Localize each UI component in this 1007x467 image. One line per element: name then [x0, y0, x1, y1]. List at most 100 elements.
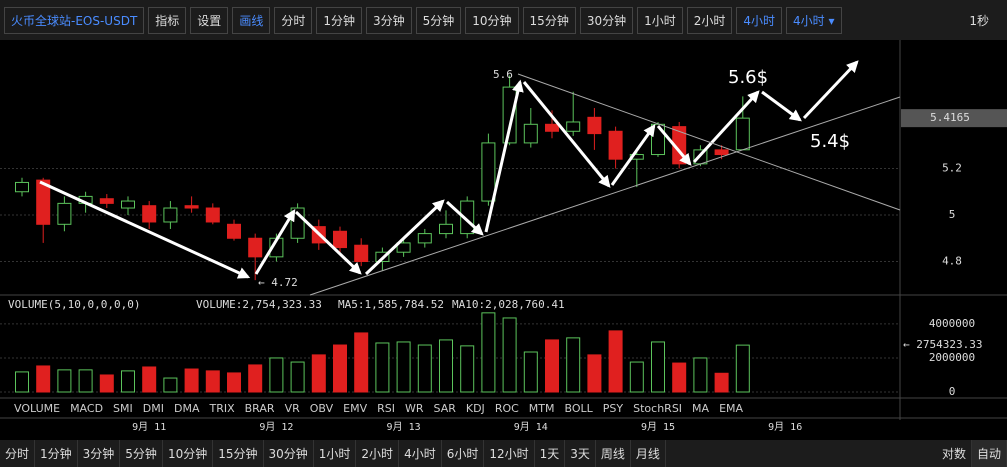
candle-body: [735, 117, 750, 151]
candle-body: [481, 142, 496, 202]
indicator-tab[interactable]: BOLL: [564, 401, 593, 415]
annotation: ← 4.72: [258, 276, 298, 289]
volume-bar: [311, 354, 326, 393]
period-tab[interactable]: 1分钟: [316, 6, 362, 34]
indicator-tab[interactable]: KDJ: [465, 401, 485, 415]
volume-bar: [333, 344, 347, 393]
period-tab[interactable]: 2小时: [356, 440, 400, 467]
period-tab[interactable]: 10分钟: [465, 6, 519, 34]
volume-bar: [290, 361, 305, 393]
volume-header: MA10:2,028,760.41: [452, 298, 565, 311]
period-tab[interactable]: 1小时: [637, 6, 683, 34]
candle-body: [714, 149, 729, 156]
volume-bar: [735, 344, 750, 393]
period-tab[interactable]: 分时: [274, 6, 313, 34]
volume-bar: [672, 362, 687, 393]
candle-body: [417, 233, 432, 244]
x-tick-label: 9月 12: [259, 421, 293, 433]
period-tab[interactable]: 6小时: [442, 440, 485, 467]
drawings: [39, 60, 859, 279]
volume-bar: [78, 369, 93, 393]
indicator-tab[interactable]: PSY: [602, 401, 624, 415]
period-tab[interactable]: 12小时: [484, 440, 535, 467]
indicator-tab[interactable]: MACD: [70, 401, 104, 415]
period-tab[interactable]: 4小时 ▾: [786, 6, 842, 34]
indicator-tab[interactable]: VOLUME: [14, 401, 61, 415]
period-tab[interactable]: 分时: [0, 440, 36, 467]
toolbar: 火币全球站-EOS-USDT 指标 设置 画线 分时 1分钟 3分钟 5分钟 10分钟 15分钟 3…: [0, 0, 1007, 40]
candle-body: [15, 181, 29, 193]
tool-button[interactable]: 设置: [190, 6, 229, 34]
volume-bar: [629, 361, 644, 393]
period-tab[interactable]: 3分钟: [365, 6, 412, 34]
indicator-tab[interactable]: BRAR: [244, 401, 275, 415]
period-tab[interactable]: 4小时: [399, 440, 442, 467]
period-tab[interactable]: 15分钟: [522, 6, 576, 34]
indicator-tab[interactable]: MTM: [528, 401, 555, 415]
period-tab[interactable]: 月线: [631, 440, 666, 467]
trend-line: [309, 96, 901, 296]
indicator-tab[interactable]: DMA: [173, 401, 200, 415]
volume-tick-label: 4000000: [929, 317, 975, 330]
period-tab[interactable]: 30分钟: [579, 6, 634, 34]
scale-option[interactable]: 自动: [971, 440, 1007, 467]
volume-bar: [142, 366, 157, 393]
symbol[interactable]: 火币全球站-EOS-USDT: [4, 6, 145, 34]
volume-header: MA5:1,585,784.52: [338, 298, 444, 311]
indicator-tab[interactable]: DMI: [142, 401, 164, 415]
candle-body: [587, 116, 602, 135]
indicator-tabs: VOLUME MACD SMI DMI DMA TRIX BRAR VR OBV EMV RSI WR…: [0, 399, 900, 417]
volume-bar: [163, 377, 178, 393]
bottom-bar: 分时 1分钟 3分钟 5分钟 10分钟 15分钟 30分钟 1小时 2小时 4小时 6小时 12小时 1…: [0, 440, 1007, 467]
candle-body: [608, 130, 623, 160]
indicator-tab[interactable]: RSI: [377, 401, 395, 415]
volume-bar: [15, 371, 29, 393]
period-tab[interactable]: 5分钟: [415, 6, 462, 34]
indicator-tab[interactable]: TRIX: [209, 401, 235, 415]
period-tab[interactable]: 1分钟: [35, 440, 78, 467]
tool-button[interactable]: 指标: [148, 6, 187, 34]
indicator-tab[interactable]: EMA: [719, 401, 744, 415]
speed[interactable]: 1秒: [969, 13, 989, 28]
period-tab[interactable]: 1天: [535, 440, 566, 467]
volume-bar: [693, 357, 708, 393]
candle-body: [439, 223, 453, 235]
scale-option[interactable]: 对数: [937, 440, 972, 467]
indicator-tab[interactable]: OBV: [309, 401, 334, 415]
indicator-tab[interactable]: StochRSI: [633, 401, 683, 415]
indicator-tab[interactable]: SMI: [113, 401, 133, 415]
candle-body: [121, 200, 135, 209]
indicator-tab[interactable]: MA: [692, 401, 710, 415]
indicator-tab[interactable]: WR: [404, 401, 424, 415]
period-tab[interactable]: 3分钟: [78, 440, 121, 467]
volume-bar: [439, 339, 453, 393]
candle-body: [502, 86, 517, 144]
candle-body: [163, 207, 178, 223]
volume-tick-label: 2000000: [929, 351, 975, 364]
indicator-tab[interactable]: VR: [284, 401, 300, 415]
volume-header: VOLUME(5,10,0,0,0,0): [8, 298, 140, 311]
period-tab[interactable]: 15分钟: [213, 440, 264, 467]
tool-button[interactable]: 画线: [232, 6, 271, 34]
indicator-tab[interactable]: EMV: [343, 401, 368, 415]
period-tab[interactable]: 周线: [596, 440, 631, 467]
candle-body: [142, 205, 157, 223]
period-tab[interactable]: 1小时: [314, 440, 357, 467]
indicator-tab[interactable]: SAR: [433, 401, 456, 415]
period-tab[interactable]: 2小时: [686, 6, 733, 34]
volume-bar: [205, 370, 220, 393]
candle-body: [545, 123, 559, 132]
indicator-tab[interactable]: ROC: [494, 401, 519, 415]
candle-body: [566, 121, 581, 132]
volume-bar: [269, 357, 284, 393]
volume-tick-label: 0: [949, 385, 956, 398]
volume-bar: [121, 370, 135, 393]
period-tab[interactable]: 30分钟: [264, 440, 314, 467]
candle-body: [354, 244, 369, 263]
period-tab[interactable]: 5分钟: [120, 440, 163, 467]
period-tab[interactable]: 3天: [565, 440, 596, 467]
price-label: 5.4165: [930, 111, 970, 124]
period-tab[interactable]: 4小时: [736, 6, 783, 34]
period-tab[interactable]: 10分钟: [163, 440, 214, 467]
candle-body: [99, 198, 114, 204]
